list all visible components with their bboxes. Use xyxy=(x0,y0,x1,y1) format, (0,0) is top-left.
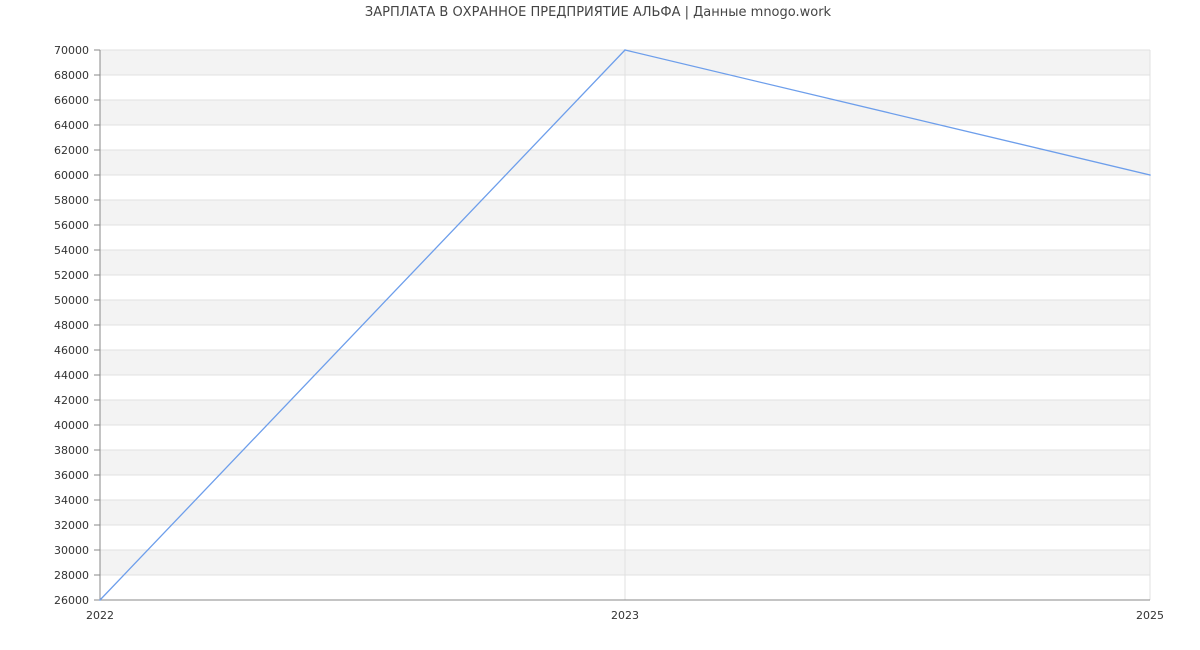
y-tick-label: 38000 xyxy=(54,444,89,457)
x-tick-label: 2022 xyxy=(86,609,114,622)
data-point xyxy=(99,599,101,601)
y-tick-label: 54000 xyxy=(54,244,89,257)
y-tick-label: 58000 xyxy=(54,194,89,207)
y-tick-label: 48000 xyxy=(54,319,89,332)
y-tick-label: 46000 xyxy=(54,344,89,357)
data-point xyxy=(624,49,626,51)
y-tick-label: 28000 xyxy=(54,569,89,582)
y-tick-label: 60000 xyxy=(54,169,89,182)
y-tick-label: 50000 xyxy=(54,294,89,307)
y-tick-label: 52000 xyxy=(54,269,89,282)
y-tick-label: 62000 xyxy=(54,144,89,157)
y-tick-label: 66000 xyxy=(54,94,89,107)
y-tick-label: 44000 xyxy=(54,369,89,382)
y-tick-label: 30000 xyxy=(54,544,89,557)
y-tick-label: 34000 xyxy=(54,494,89,507)
y-tick-label: 70000 xyxy=(54,44,89,57)
x-tick-label: 2023 xyxy=(611,609,639,622)
chart-title: ЗАРПЛАТА В ОХРАННОЕ ПРЕДПРИЯТИЕ АЛЬФА | … xyxy=(365,5,832,20)
y-tick-label: 56000 xyxy=(54,219,89,232)
y-tick-label: 64000 xyxy=(54,119,89,132)
y-tick-label: 32000 xyxy=(54,519,89,532)
x-tick-label: 2025 xyxy=(1136,609,1164,622)
data-point xyxy=(1149,174,1151,176)
y-tick-label: 26000 xyxy=(54,594,89,607)
y-tick-label: 40000 xyxy=(54,419,89,432)
y-tick-label: 36000 xyxy=(54,469,89,482)
y-tick-label: 42000 xyxy=(54,394,89,407)
y-tick-label: 68000 xyxy=(54,69,89,82)
